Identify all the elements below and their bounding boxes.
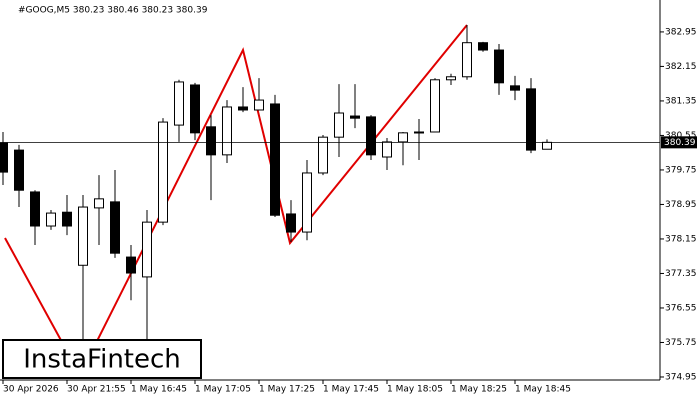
last-price-label: 380.39	[664, 138, 696, 148]
candle-body	[94, 198, 104, 209]
candle-body	[302, 172, 312, 233]
y-tick-label: 380.55	[665, 131, 697, 141]
y-tick-label: 382.15	[665, 62, 697, 72]
y-tick-label: 379.75	[665, 165, 697, 175]
candle-body	[62, 211, 72, 227]
candle-body	[398, 132, 408, 143]
y-tick-label: 376.55	[665, 303, 697, 313]
candle-body	[414, 131, 424, 134]
x-tick-label: 1 May 18:25	[451, 385, 507, 395]
candle-body	[350, 115, 360, 119]
y-tick-label: 375.75	[665, 338, 697, 348]
candle-body	[14, 149, 24, 191]
candle-body	[238, 106, 248, 111]
candle-body	[206, 126, 216, 156]
candle-body	[382, 141, 392, 158]
candle-body	[478, 42, 488, 51]
candle-body	[142, 221, 152, 278]
x-tick-label: 1 May 17:05	[195, 385, 251, 395]
candle-body	[542, 141, 552, 150]
candle-body	[446, 76, 456, 81]
y-tick-label: 381.35	[665, 96, 697, 106]
y-tick-label: 378.15	[665, 234, 697, 244]
candle-body	[494, 49, 504, 84]
x-tick-label: 1 May 17:25	[259, 385, 315, 395]
candle-body	[158, 121, 168, 223]
candle-body	[526, 88, 536, 151]
candle-body	[366, 116, 376, 156]
candle-body	[46, 212, 56, 227]
x-tick-label: 30 Apr 2026	[3, 385, 59, 395]
y-tick-label: 374.95	[665, 372, 697, 382]
y-tick-label: 378.95	[665, 200, 697, 210]
candle-body	[0, 142, 8, 173]
candle-body	[126, 256, 136, 274]
x-tick-label: 1 May 16:45	[131, 385, 187, 395]
y-tick-label: 382.95	[665, 27, 697, 37]
chart-title: #GOOG,M5 380.23 380.46 380.23 380.39	[18, 6, 208, 16]
candle-body	[222, 106, 232, 156]
candle-body	[510, 85, 520, 91]
candle-body	[190, 84, 200, 134]
candle-body	[254, 99, 264, 111]
x-tick-label: 1 May 18:45	[515, 385, 571, 395]
logo-box	[2, 339, 202, 379]
candle-body	[286, 213, 296, 233]
plot: 382.95 382.15 381.35 380.55 379.75 378.95 378.…	[0, 25, 697, 395]
candle-body	[30, 191, 40, 227]
candle-body	[462, 42, 472, 78]
x-tick-label: 1 May 17:45	[323, 385, 379, 395]
candle-body	[318, 136, 328, 174]
candle-body	[110, 201, 120, 254]
candle-body	[270, 103, 280, 216]
y-tick-label: 377.35	[665, 269, 697, 279]
x-tick-label: 30 Apr 21:55	[67, 385, 126, 395]
candle-body	[430, 79, 440, 133]
last-price-box	[661, 136, 697, 149]
x-tick-label: 1 May 18:05	[387, 385, 443, 395]
candle-body	[174, 81, 184, 126]
pattern-line	[4, 24, 468, 378]
candle-body	[78, 206, 88, 266]
logo: InstaFintech	[23, 345, 181, 375]
candle-body	[334, 112, 344, 138]
